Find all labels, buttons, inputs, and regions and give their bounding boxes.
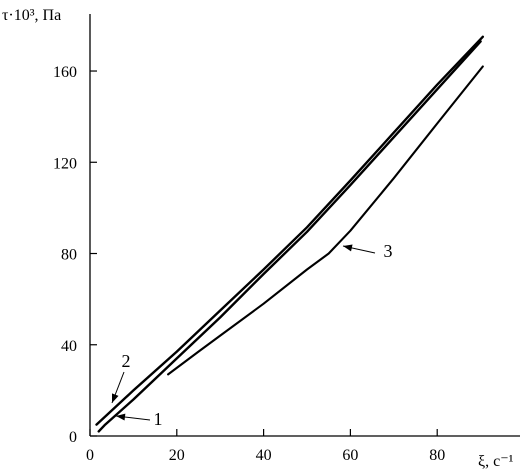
- x-tick-label: 80: [429, 447, 445, 464]
- annotation-3-arrowhead: [343, 244, 353, 252]
- series-3-line: [167, 65, 484, 376]
- annotations-group: 1 2 3: [111, 241, 393, 429]
- annotation-2-arrowhead: [111, 393, 119, 403]
- y-tick-label: 0: [69, 429, 77, 446]
- x-tick-label: 20: [169, 447, 185, 464]
- x-tick-label: 0: [86, 447, 94, 464]
- x-ticks: 0 20 40 60 80: [86, 429, 445, 464]
- axes: [89, 14, 520, 437]
- series-2-line: [95, 35, 484, 426]
- annotation-3-label: 3: [384, 241, 393, 261]
- y-tick-label: 160: [53, 64, 77, 81]
- y-axis-label: τ·10³, Па: [2, 7, 61, 24]
- y-tick-label: 80: [61, 247, 77, 264]
- x-tick-label: 40: [256, 447, 272, 464]
- y-tick-label: 120: [53, 155, 77, 172]
- series-1-line: [97, 40, 482, 433]
- series-group: [95, 35, 484, 433]
- y-ticks: 0 40 80 120 160: [53, 64, 97, 446]
- x-axis-label: ξ, с⁻¹: [478, 453, 514, 470]
- annotation-2-label: 2: [122, 351, 131, 371]
- annotation-1-arrowhead: [116, 413, 126, 421]
- annotation-1-label: 1: [154, 409, 163, 429]
- y-tick-label: 40: [61, 338, 77, 355]
- x-tick-label: 60: [342, 447, 358, 464]
